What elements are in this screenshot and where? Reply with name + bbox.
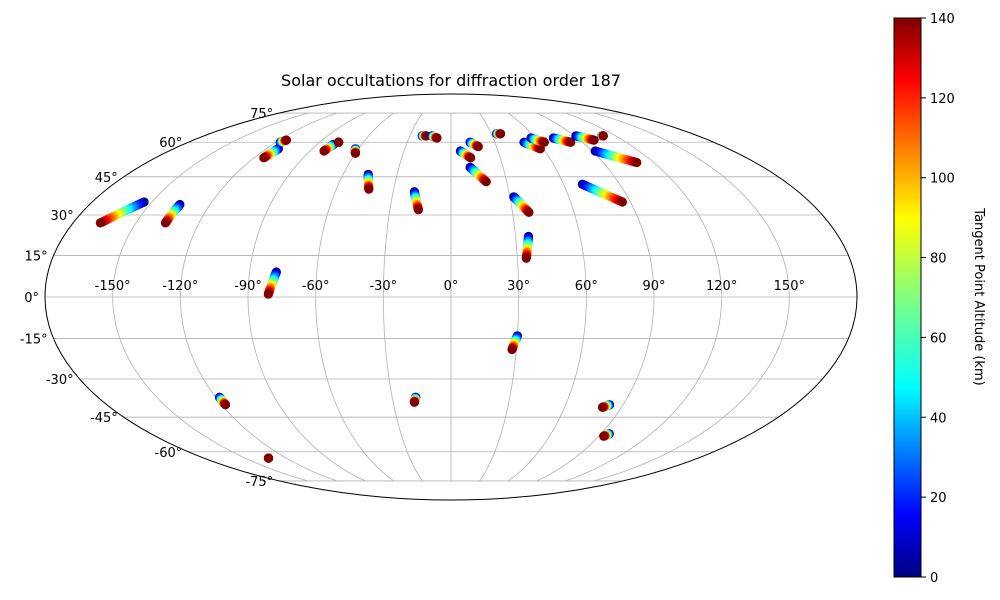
longitude-tick-label: 150°	[774, 279, 805, 294]
track-point	[220, 400, 231, 410]
longitude-tick-label: 30°	[507, 279, 530, 294]
colorbar-tick-label: 20	[930, 491, 947, 506]
latitude-tick-label: 45°	[95, 171, 118, 186]
track-point	[95, 218, 105, 228]
track-point	[281, 135, 291, 145]
occultation-track	[334, 137, 344, 147]
longitude-tick-label: 0°	[444, 279, 459, 294]
colorbar-ticks: 0 20 40 60 80 100 120 140	[921, 12, 955, 586]
latitude-tick-label: -30°	[46, 373, 74, 388]
occultation-track	[409, 392, 421, 407]
occultation-track	[409, 187, 423, 215]
occultation-track	[263, 267, 281, 299]
occultation-track	[577, 179, 628, 207]
occultation-track	[319, 139, 339, 156]
occultation-track	[214, 392, 231, 410]
occultation-track	[427, 131, 442, 143]
longitude-tick-label: -90°	[234, 279, 262, 294]
occultation-track	[526, 133, 550, 147]
latitude-tick-label: -60°	[155, 446, 183, 461]
longitude-tick-label: -150°	[95, 279, 131, 294]
latitude-tick-label: -45°	[90, 411, 118, 426]
occultation-track	[275, 135, 291, 147]
track-point	[319, 146, 329, 156]
track-point	[496, 129, 506, 139]
track-point	[473, 142, 483, 152]
track-point	[539, 137, 550, 147]
occultation-track	[521, 231, 534, 263]
track-point	[160, 218, 170, 228]
colorbar	[893, 17, 922, 578]
colorbar-tick-label: 60	[930, 331, 947, 346]
track-point	[589, 135, 599, 145]
occultation-track	[492, 129, 506, 139]
colorbar-tick-label: 120	[930, 92, 955, 107]
track-point	[432, 133, 442, 143]
track-point	[481, 177, 491, 187]
track-point	[413, 205, 423, 215]
occultation-track	[590, 146, 642, 168]
occultation-track	[548, 133, 576, 147]
colorbar-label: Tangent Point Altitude (km)	[971, 207, 986, 385]
track-point	[466, 153, 476, 163]
occultation-track	[465, 162, 491, 187]
track-point	[350, 148, 360, 158]
occultation-track	[465, 137, 483, 152]
track-point	[524, 207, 534, 217]
occultation-track	[95, 197, 149, 228]
longitude-tick-label: -60°	[302, 279, 330, 294]
occultation-track	[597, 131, 608, 141]
occultation-track	[507, 331, 523, 355]
track-point	[599, 431, 609, 441]
latitude-tick-labels: 75° 60° 45° 30° 15° 0° -15° -30° -45° -60° -75°	[20, 107, 273, 490]
longitude-tick-label: 60°	[575, 279, 598, 294]
track-point	[566, 137, 576, 147]
track-point	[409, 397, 419, 407]
occultation-tracks	[95, 129, 642, 463]
track-point	[263, 289, 273, 299]
chart-title: Solar occultations for diffraction order…	[281, 71, 621, 90]
longitude-tick-label: 120°	[706, 279, 737, 294]
track-point	[507, 344, 517, 355]
longitude-tick-labels: -150° -120° -90° -60° -30° 0° 30° 60° 90° 120° 150…	[95, 279, 805, 294]
track-point	[259, 153, 269, 163]
colorbar-tick-label: 140	[930, 12, 955, 27]
colorbar-tick-label: 40	[930, 411, 947, 426]
map-boundary	[44, 93, 858, 501]
map-grid	[45, 112, 857, 482]
occultation-track	[571, 131, 599, 145]
longitude-tick-label: -30°	[369, 279, 397, 294]
track-point	[263, 453, 274, 463]
track-point	[364, 184, 374, 194]
latitude-tick-label: 15°	[25, 249, 48, 264]
track-point	[598, 131, 608, 141]
occultation-track	[160, 199, 185, 228]
colorbar-tick-label: 80	[930, 252, 947, 267]
track-point	[617, 197, 628, 207]
occultation-track	[363, 169, 374, 194]
track-point	[334, 137, 344, 147]
longitude-tick-label: -120°	[162, 279, 198, 294]
latitude-tick-label: -75°	[245, 475, 273, 490]
latitude-tick-label: 30°	[51, 209, 74, 224]
occultation-track	[599, 429, 614, 441]
track-point	[597, 402, 608, 412]
occultation-track	[259, 144, 283, 163]
occultation-track	[455, 146, 476, 163]
latitude-tick-label: 75°	[250, 107, 273, 122]
track-point	[521, 253, 531, 263]
occultation-track	[417, 131, 431, 141]
colorbar-tick-label: 100	[930, 172, 955, 187]
track-point	[632, 157, 642, 168]
occultation-track	[509, 192, 534, 217]
longitude-tick-label: 90°	[642, 279, 665, 294]
latitude-tick-label: 0°	[24, 291, 39, 306]
latitude-tick-label: 60°	[159, 136, 182, 151]
latitude-tick-label: -15°	[20, 333, 48, 348]
occultation-track	[350, 144, 360, 158]
occultation-track	[597, 400, 615, 412]
colorbar-tick-label: 0	[930, 571, 938, 586]
occultation-track	[263, 453, 274, 463]
